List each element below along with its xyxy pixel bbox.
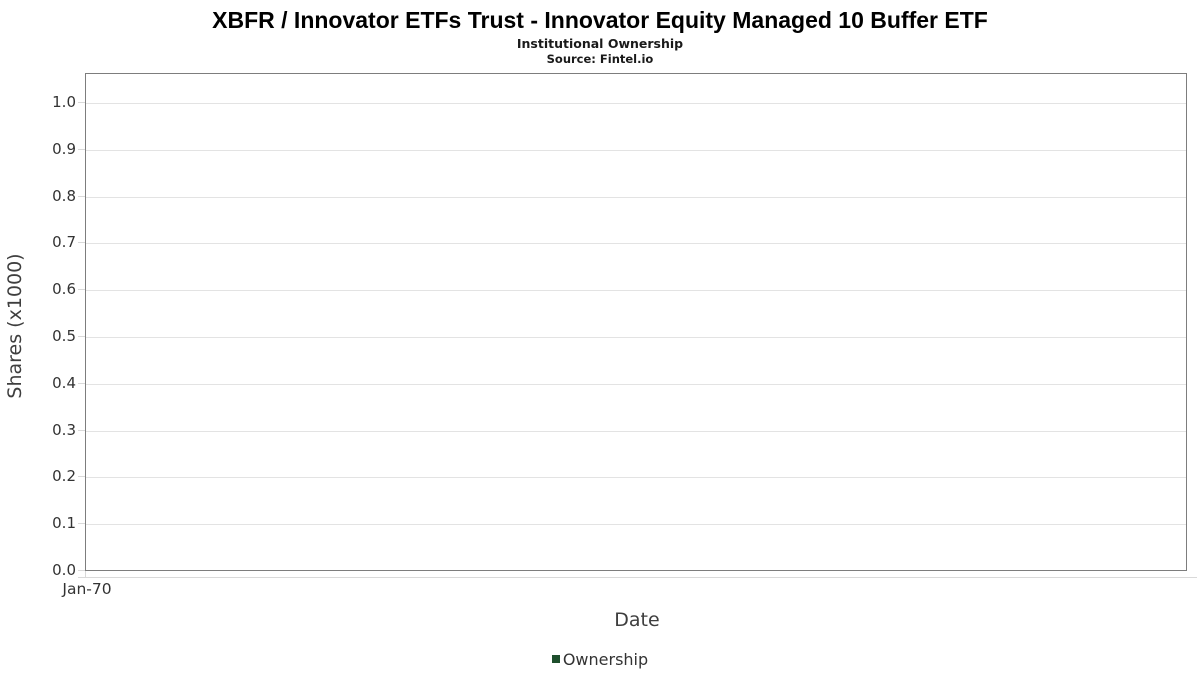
- y-tick-label-0.4: 0.4: [52, 373, 76, 392]
- y-tick-label-0.3: 0.3: [52, 420, 76, 439]
- y-tick-label-0.1: 0.1: [52, 514, 76, 533]
- y-tick-mark-0.6: [78, 289, 85, 291]
- gridline-y-0.8: [86, 196, 1186, 198]
- gridline-y-0.2: [86, 477, 1186, 479]
- x-tick-label: Jan-70: [62, 580, 112, 598]
- plot-area: [85, 73, 1187, 571]
- chart-source: Source: Fintel.io: [546, 52, 654, 66]
- gridline-y-0.9: [86, 149, 1186, 151]
- y-tick-label-0.5: 0.5: [52, 327, 76, 345]
- gridline-y-0.7: [86, 243, 1186, 245]
- x-tick-mark: [85, 571, 86, 578]
- y-tick-label-0.8: 0.8: [52, 186, 76, 205]
- gridline-y-0.1: [86, 524, 1186, 526]
- gridline-y-1.0: [86, 103, 1186, 104]
- y-tick-mark-0.8: [78, 195, 85, 197]
- legend-label-ownership: Ownership: [562, 649, 649, 669]
- legend: Ownership: [0, 648, 1200, 670]
- y-tick-mark-0.1: [78, 523, 85, 525]
- y-tick-label-0.9: 0.9: [52, 139, 76, 158]
- y-tick-mark-0.3: [78, 429, 85, 431]
- y-tick-mark-0.0: [78, 570, 85, 571]
- gridline-y-0.5: [86, 337, 1186, 338]
- x-axis-label: Date: [614, 609, 660, 631]
- gridline-y-0.3: [86, 430, 1186, 432]
- x-axis-line: [78, 577, 1197, 578]
- y-tick-mark-0.2: [78, 476, 85, 478]
- chart-title: XBFR / Innovator ETFs Trust - Innovator …: [212, 7, 988, 33]
- y-tick-label-0.2: 0.2: [52, 467, 76, 486]
- y-tick-mark-0.5: [78, 336, 85, 337]
- gridline-y-0.6: [86, 290, 1186, 292]
- y-tick-label-0.7: 0.7: [52, 233, 76, 252]
- y-tick-mark-1.0: [78, 102, 85, 103]
- y-tick-label-1.0: 1.0: [52, 93, 76, 111]
- legend-swatch-ownership: [551, 655, 560, 663]
- y-tick-label-0.6: 0.6: [52, 280, 76, 299]
- y-tick-label-0.0: 0.0: [52, 561, 76, 579]
- y-tick-mark-0.7: [78, 242, 85, 244]
- chart-subtitle: Institutional Ownership: [516, 36, 684, 51]
- gridline-y-0.4: [86, 383, 1186, 385]
- y-tick-mark-0.4: [78, 382, 85, 384]
- y-tick-mark-0.9: [78, 148, 85, 150]
